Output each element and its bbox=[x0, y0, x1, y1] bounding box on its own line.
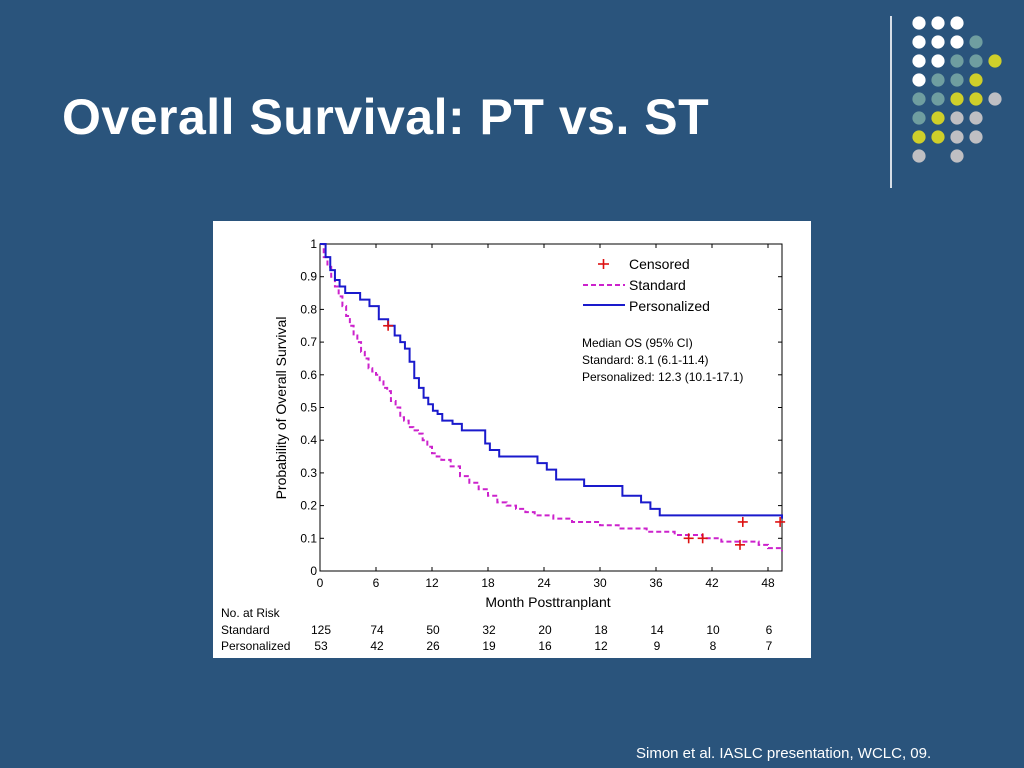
y-tick-label: 0.8 bbox=[300, 302, 317, 316]
decorative-dot bbox=[950, 73, 964, 87]
y-tick-label: 0 bbox=[310, 564, 317, 578]
risk-table-cell: 9 bbox=[654, 639, 661, 653]
y-tick-label: 0.5 bbox=[300, 401, 317, 415]
decorative-dot bbox=[912, 149, 926, 163]
x-tick-label: 30 bbox=[593, 576, 607, 590]
series-line-personalized bbox=[320, 243, 783, 519]
median-os-heading: Median OS (95% CI) bbox=[582, 336, 693, 350]
decorative-dot bbox=[912, 16, 926, 30]
risk-table-cell: 20 bbox=[538, 623, 552, 637]
risk-row-label-personalized: Personalized bbox=[221, 639, 290, 653]
risk-table-cell: 53 bbox=[314, 639, 328, 653]
decorative-dot bbox=[931, 54, 945, 68]
x-tick-label: 36 bbox=[649, 576, 663, 590]
decorative-dot bbox=[931, 16, 945, 30]
risk-table-cell: 42 bbox=[370, 639, 384, 653]
risk-table-cell: 12 bbox=[594, 639, 608, 653]
censored-marker bbox=[735, 539, 745, 550]
y-axis-label: Probability of Overall Survival bbox=[273, 317, 289, 500]
decorative-dot bbox=[969, 35, 983, 49]
decorative-dot bbox=[912, 73, 926, 87]
censored-marker bbox=[683, 533, 694, 544]
x-tick-label: 6 bbox=[373, 576, 380, 590]
risk-row-label-standard: Standard bbox=[221, 623, 270, 637]
decorative-dot bbox=[950, 35, 964, 49]
decorative-dot bbox=[950, 54, 964, 68]
decorative-dot bbox=[912, 130, 926, 144]
decorative-dot bbox=[950, 92, 964, 106]
legend-label-personalized: Personalized bbox=[629, 298, 710, 314]
decorative-dot bbox=[931, 73, 945, 87]
decorative-dot bbox=[969, 92, 983, 106]
plot-frame bbox=[319, 243, 783, 572]
decorative-dot bbox=[950, 16, 964, 30]
decorative-dot bbox=[988, 92, 1002, 106]
median-os-personalized: Personalized: 12.3 (10.1-17.1) bbox=[582, 370, 743, 384]
risk-table-cell: 32 bbox=[482, 623, 496, 637]
censored-marker bbox=[697, 533, 708, 544]
decorative-dot bbox=[912, 92, 926, 106]
decorative-dot bbox=[931, 111, 945, 125]
x-tick-label: 12 bbox=[425, 576, 439, 590]
risk-table-cell: 8 bbox=[710, 639, 717, 653]
risk-table-title: No. at Risk bbox=[221, 606, 281, 620]
x-tick-label: 24 bbox=[537, 576, 551, 590]
risk-table-cell: 125 bbox=[311, 623, 331, 637]
decorative-dot bbox=[950, 149, 964, 163]
legend-label-standard: Standard bbox=[629, 277, 686, 293]
decorative-dot-grid bbox=[912, 16, 1002, 163]
slide-title: Overall Survival: PT vs. ST bbox=[62, 89, 710, 145]
decorative-dot bbox=[988, 54, 1002, 68]
risk-table-cell: 7 bbox=[766, 639, 773, 653]
risk-table-cell: 16 bbox=[538, 639, 552, 653]
survival-chart-figure: 0 6 12 18 24 30 36 42 48 0 0.1 0.2 0.3 0.4 0.5 0.6 0.7 0.… bbox=[213, 221, 811, 658]
y-tick-label: 0.6 bbox=[300, 368, 317, 382]
risk-table-cell: 74 bbox=[370, 623, 384, 637]
risk-table-cell: 50 bbox=[426, 623, 440, 637]
x-tick-label: 48 bbox=[761, 576, 775, 590]
x-axis-label: Month Posttranplant bbox=[485, 594, 610, 610]
series-line-standard bbox=[320, 243, 783, 552]
censored-marker bbox=[737, 516, 748, 527]
risk-table-cell: 18 bbox=[594, 623, 608, 637]
decorative-dot bbox=[912, 111, 926, 125]
legend-label-censored: Censored bbox=[629, 256, 690, 272]
y-tick-label: 0.7 bbox=[300, 335, 317, 349]
risk-table: No. at Risk Standard Personalized 125 74 5… bbox=[221, 606, 773, 653]
x-tick-label: 18 bbox=[481, 576, 495, 590]
decorative-dot bbox=[969, 73, 983, 87]
citation: Simon et al. IASLC presentation, WCLC, 0… bbox=[636, 745, 932, 762]
decorative-dot bbox=[950, 111, 964, 125]
y-tick-label: 0.4 bbox=[300, 433, 317, 447]
censored-marker bbox=[383, 320, 394, 331]
x-tick-label: 42 bbox=[705, 576, 719, 590]
decorative-dot bbox=[931, 35, 945, 49]
decorative-dot bbox=[969, 111, 983, 125]
y-tick-label: 0.3 bbox=[300, 466, 317, 480]
survival-chart: 0 6 12 18 24 30 36 42 4800.10.20.30.40.50.60.70.… bbox=[221, 237, 786, 653]
decorative-dot bbox=[912, 54, 926, 68]
y-tick-label: 0.2 bbox=[300, 499, 317, 513]
decorative-dot bbox=[969, 130, 983, 144]
decorative-dot bbox=[969, 54, 983, 68]
censored-marker bbox=[775, 516, 786, 527]
risk-table-cell: 14 bbox=[650, 623, 664, 637]
risk-table-cell: 26 bbox=[426, 639, 440, 653]
median-os-standard: Standard: 8.1 (6.1-11.4) bbox=[582, 353, 709, 367]
risk-table-cell: 19 bbox=[482, 639, 496, 653]
legend-censored-marker bbox=[598, 259, 609, 269]
y-tick-label: 0.9 bbox=[300, 270, 317, 284]
decorative-dot bbox=[931, 130, 945, 144]
risk-table-cell: 6 bbox=[766, 623, 773, 637]
decorative-dot bbox=[931, 92, 945, 106]
decorative-dot bbox=[912, 35, 926, 49]
risk-table-cell: 10 bbox=[706, 623, 720, 637]
decorative-divider bbox=[890, 16, 892, 188]
legend: Censored Standard Personalized bbox=[583, 256, 710, 314]
x-tick-label: 0 bbox=[317, 576, 324, 590]
decorative-dot bbox=[950, 130, 964, 144]
y-tick-label: 1 bbox=[310, 237, 317, 251]
y-tick-label: 0.1 bbox=[300, 531, 317, 545]
